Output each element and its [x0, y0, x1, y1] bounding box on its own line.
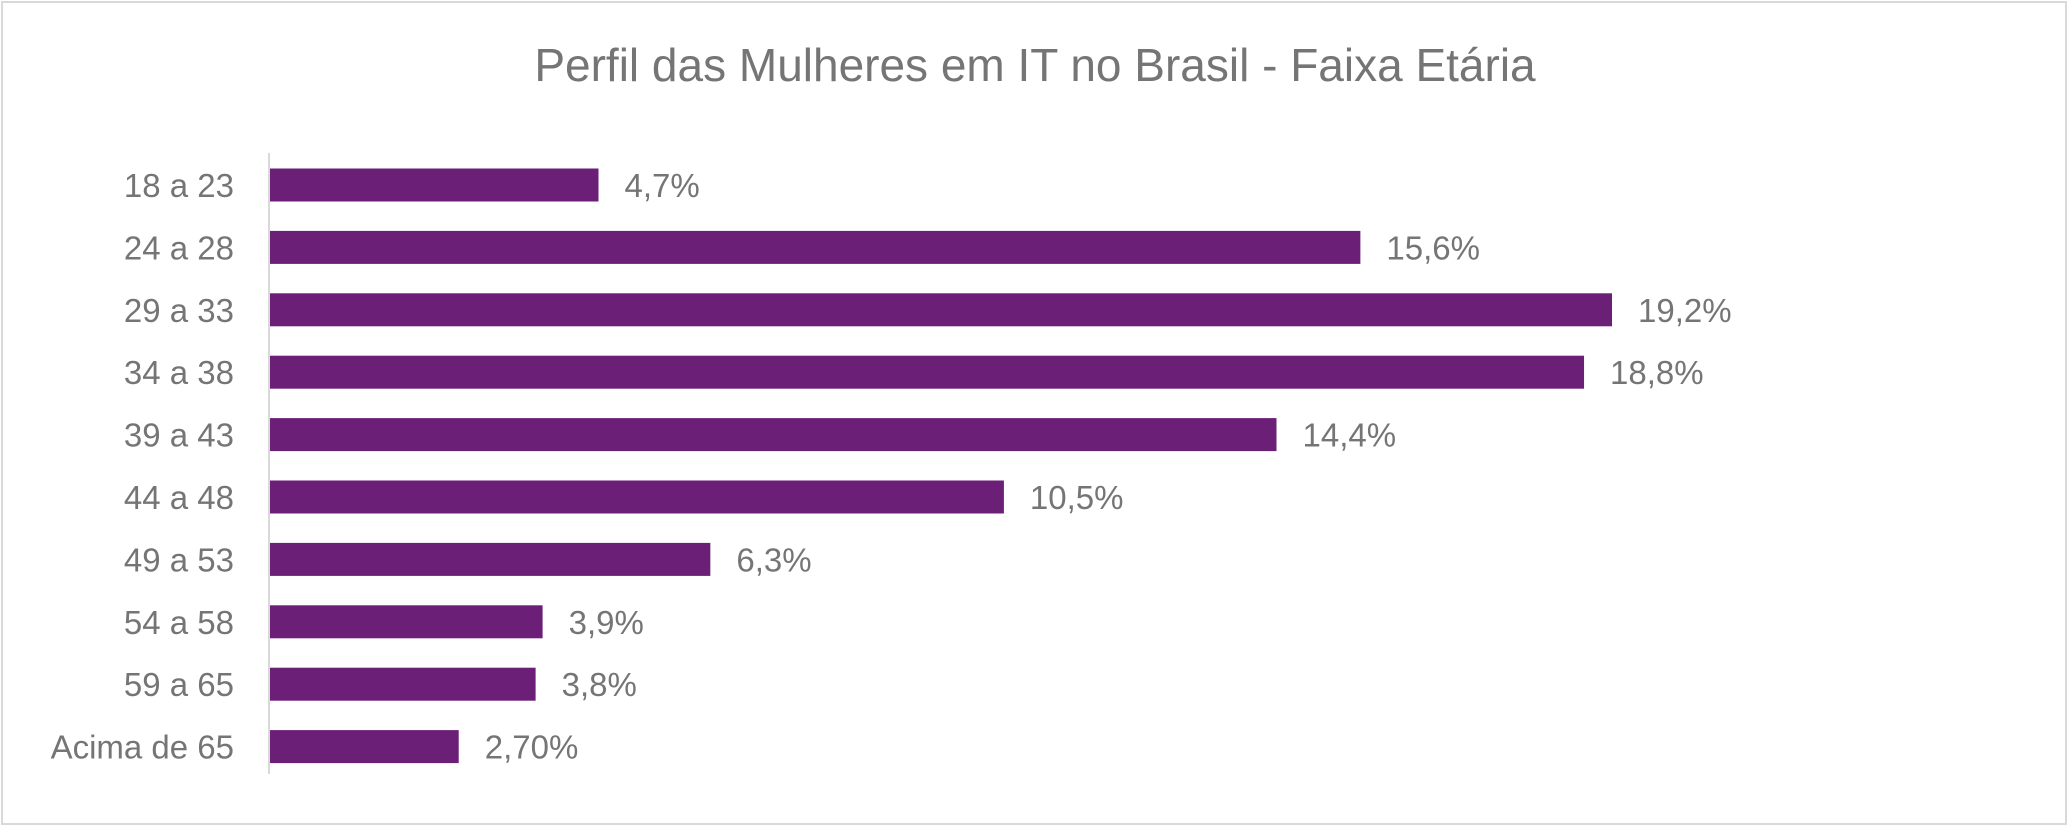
bar — [270, 605, 543, 639]
bar — [270, 230, 1361, 264]
bar — [270, 542, 711, 576]
category-label: 54 a 58 — [124, 604, 234, 641]
value-label: 3,9% — [569, 604, 644, 641]
category-label: 49 a 53 — [124, 541, 234, 578]
value-label: 3,8% — [562, 666, 637, 703]
bar — [270, 168, 599, 202]
value-label: 2,70% — [485, 729, 579, 766]
bar — [270, 355, 1585, 389]
chart-title: Perfil das Mulheres em IT no Brasil - Fa… — [534, 39, 1536, 91]
value-label: 19,2% — [1638, 292, 1732, 329]
bar — [270, 293, 1612, 327]
value-label: 10,5% — [1030, 479, 1124, 516]
category-label: 39 a 43 — [124, 417, 234, 454]
value-label: 15,6% — [1386, 229, 1480, 266]
category-label: Acima de 65 — [51, 729, 234, 766]
value-label: 18,8% — [1610, 354, 1704, 391]
category-label: 29 a 33 — [124, 292, 234, 329]
value-label: 4,7% — [625, 167, 700, 204]
bar — [270, 480, 1004, 514]
bars-group: 18 a 23 4,7% 24 a 28 15,6% 29 a 33 19,2% 34 a … — [51, 167, 1732, 766]
category-label: 59 a 65 — [124, 666, 234, 703]
bar — [270, 667, 536, 701]
category-label: 18 a 23 — [124, 167, 234, 204]
category-label: 44 a 48 — [124, 479, 234, 516]
category-label: 24 a 28 — [124, 229, 234, 266]
value-label: 6,3% — [736, 541, 811, 578]
value-label: 14,4% — [1303, 417, 1397, 454]
bar — [270, 418, 1277, 452]
category-label: 34 a 38 — [124, 354, 234, 391]
bar — [270, 730, 459, 764]
